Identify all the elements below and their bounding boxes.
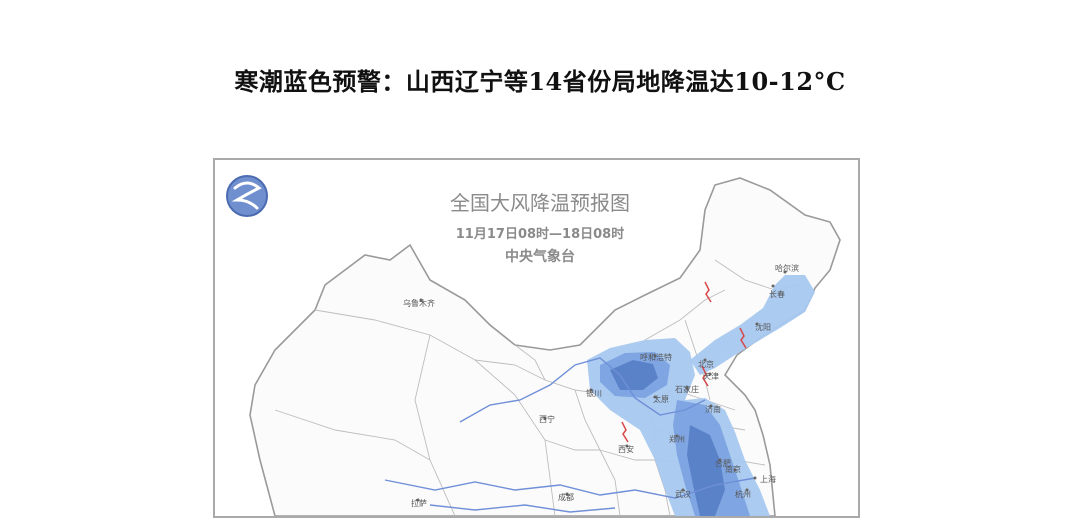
city-label-hangzhou: 杭州 bbox=[735, 489, 751, 499]
wind-marks bbox=[621, 281, 747, 443]
city-label-urumqi: 乌鲁木齐 bbox=[403, 298, 435, 308]
city-label-nanjing: 南京 bbox=[725, 464, 741, 474]
light-zone-northeast bbox=[690, 275, 815, 375]
map-time-range: 11月17日08时—18日08时 bbox=[456, 226, 624, 242]
dark-zone-east bbox=[687, 425, 725, 516]
weather-map: 全国大风降温预报图 11月17日08时—18日08时 中央气象台 乌鲁木齐 哈尔… bbox=[213, 158, 860, 518]
article-headline: 寒潮蓝色预警：山西辽宁等14省份局地降温达10-12°C bbox=[234, 67, 846, 96]
map-issuer: 中央气象台 bbox=[505, 248, 575, 265]
city-label-jinan: 济南 bbox=[705, 404, 721, 414]
city-label-harbin: 哈尔滨 bbox=[775, 263, 799, 273]
city-label-taiyuan: 太原 bbox=[653, 394, 669, 404]
city-label-yinchuan: 银川 bbox=[586, 388, 602, 398]
yellow-river bbox=[459, 357, 706, 423]
city-label-wuhan: 武汉 bbox=[675, 489, 691, 499]
city-label-shenyang: 沈阳 bbox=[755, 322, 771, 332]
city-label-beijing: 北京 bbox=[698, 359, 714, 369]
city-label-chengdu: 成都 bbox=[558, 492, 574, 502]
wind-mark bbox=[621, 421, 629, 443]
wind-mark bbox=[704, 281, 712, 303]
map-title: 全国大风降温预报图 bbox=[450, 191, 630, 215]
wind-mark bbox=[739, 327, 747, 349]
city-label-xining: 西宁 bbox=[539, 414, 555, 424]
city-label-tianjin: 天津 bbox=[703, 371, 719, 381]
city-label-hohhot: 呼和浩特 bbox=[640, 352, 672, 362]
city-label-xian: 西安 bbox=[618, 444, 634, 454]
city-label-shanghai: 上海 bbox=[760, 474, 776, 484]
city-label-changchun: 长春 bbox=[769, 289, 785, 299]
map-canvas: 全国大风降温预报图 11月17日08时—18日08时 中央气象台 乌鲁木齐 哈尔… bbox=[226, 175, 841, 516]
yangtze-river bbox=[384, 477, 756, 499]
dark-zone-north bbox=[610, 360, 658, 390]
wind-mark bbox=[701, 365, 709, 387]
city-label-zhengzhou: 郑州 bbox=[669, 434, 685, 444]
city-label-hefei: 合肥 bbox=[715, 458, 731, 468]
city-label-shijiazhuang: 石家庄 bbox=[675, 384, 699, 394]
cooling-zones bbox=[587, 275, 815, 516]
cma-logo-icon bbox=[226, 175, 268, 217]
